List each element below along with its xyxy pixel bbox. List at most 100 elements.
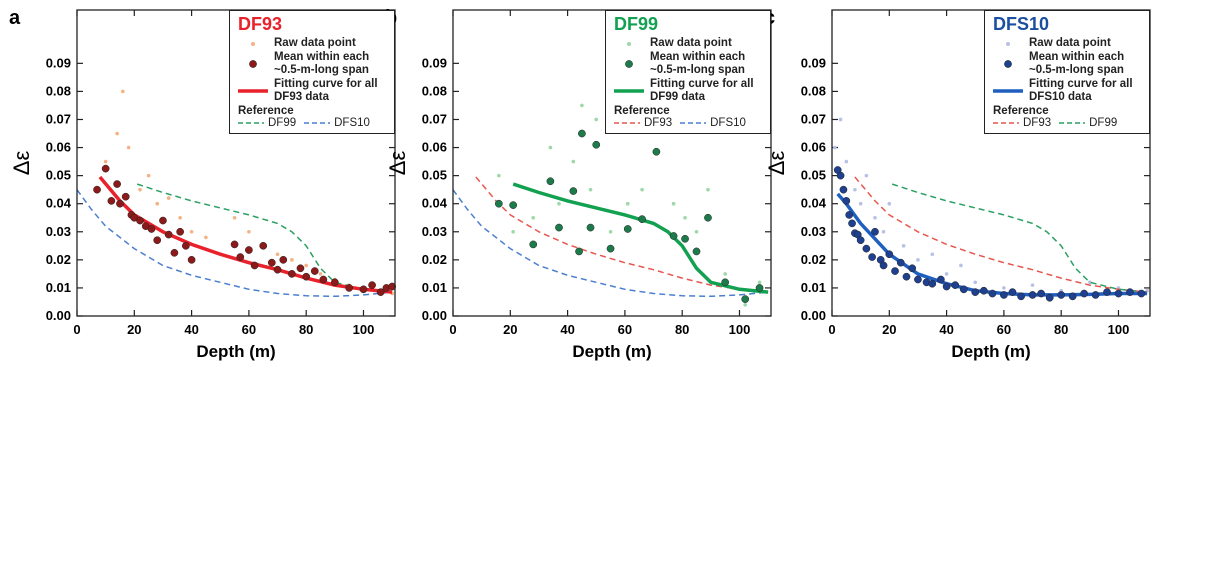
y-tick-label: 0.00: [422, 308, 447, 323]
mean-point: [319, 275, 328, 284]
mean-point: [836, 171, 845, 180]
legend-item: DF99: [1059, 117, 1117, 129]
x-tick-label: 0: [828, 322, 835, 337]
mean-point: [113, 180, 121, 188]
mean-point: [273, 265, 282, 274]
mean-point: [121, 192, 130, 201]
raw-point: [858, 201, 863, 206]
mean-point: [310, 267, 319, 275]
x-tick-label: 60: [242, 322, 256, 337]
raw-point: [531, 215, 536, 220]
x-tick-label: 80: [1054, 322, 1068, 337]
legend-item: DF93: [993, 117, 1051, 129]
mean-point: [296, 264, 305, 273]
mean-point: [862, 244, 871, 253]
legend-refs: DF93 DFS10: [614, 117, 764, 129]
y-tick-label: 0.07: [46, 111, 71, 126]
raw-point: [916, 258, 920, 262]
mean-point: [569, 187, 578, 195]
mean-point: [345, 284, 354, 292]
raw-point: [864, 173, 869, 178]
legend-swatch: [1059, 122, 1086, 124]
legend-item: Raw data point: [238, 37, 388, 50]
legend-swatch: [680, 122, 707, 124]
y-axis-label: Δε: [764, 151, 789, 176]
mean-point: [578, 129, 586, 138]
mean-point: [704, 213, 712, 222]
mean-point: [279, 256, 288, 264]
mean-point: [951, 281, 960, 289]
y-tick-label: 0.04: [46, 196, 72, 211]
raw-point: [671, 201, 676, 206]
mean-point: [1068, 292, 1077, 301]
raw-point: [571, 159, 576, 164]
legend-label: Mean within each ~0.5-m-long span: [274, 51, 370, 76]
mean-point: [230, 240, 239, 249]
mean-point: [721, 278, 730, 287]
raw-point: [930, 252, 935, 257]
legend-swatch: [993, 89, 1023, 93]
raw-point: [189, 229, 194, 234]
raw-point: [881, 229, 886, 234]
x-axis-label: Depth (m): [572, 342, 651, 361]
x-axis-label: Depth (m): [951, 342, 1030, 361]
mean-point: [606, 244, 615, 253]
legend-label: Raw data point: [274, 37, 356, 49]
mean-point: [681, 234, 689, 243]
raw-point: [290, 258, 294, 262]
y-tick-label: 0.04: [801, 196, 827, 211]
legend-item: Mean within each ~0.5-m-long span: [238, 51, 388, 77]
raw-point: [743, 302, 748, 307]
raw-point: [232, 215, 237, 220]
raw-point: [973, 280, 978, 285]
y-tick-label: 0.01: [46, 280, 71, 295]
mean-point: [575, 247, 583, 256]
y-tick-label: 0.02: [801, 252, 826, 267]
raw-point: [146, 173, 151, 178]
raw-point: [757, 280, 762, 285]
mean-point: [376, 288, 385, 296]
x-tick-label: 60: [997, 322, 1011, 337]
mean-point: [259, 241, 268, 250]
y-tick-label: 0.09: [46, 55, 71, 70]
legend-label: Fitting curve for all DF93 data: [274, 78, 378, 103]
fit-curve: [512, 182, 769, 294]
y-tick-label: 0.05: [422, 168, 447, 183]
raw-point: [838, 117, 843, 122]
raw-point: [873, 215, 877, 220]
mean-point: [359, 285, 368, 294]
mean-point: [942, 282, 951, 291]
mean-point: [586, 223, 595, 232]
reference-curve: [76, 189, 393, 298]
y-tick-label: 0.05: [46, 168, 71, 183]
mean-point: [1057, 291, 1066, 299]
y-tick-label: 0.01: [801, 280, 826, 295]
legend-item: DF93: [614, 117, 672, 129]
raw-point: [723, 272, 727, 276]
mean-point: [368, 281, 376, 289]
mean-point: [902, 272, 911, 281]
raw-point: [548, 145, 553, 150]
legend: DF93 Raw data point Mean within each ~0.5-…: [229, 10, 395, 134]
legend-item: DFS10: [304, 117, 370, 129]
legend-label: Fitting curve for all DF99 data: [650, 78, 754, 103]
mean-point: [159, 216, 167, 225]
mean-point: [170, 248, 179, 257]
raw-point: [155, 201, 160, 206]
legend-label: DF93: [1023, 117, 1052, 129]
y-tick-label: 0.09: [801, 55, 826, 70]
reference-curve: [136, 183, 393, 293]
mean-point: [107, 197, 116, 205]
legend-swatch: [304, 122, 331, 124]
y-tick-label: 0.07: [422, 111, 447, 126]
swatch: [249, 60, 257, 68]
legend-swatch: [249, 60, 257, 68]
y-tick-label: 0.00: [801, 308, 826, 323]
legend-label: Raw data point: [650, 37, 732, 49]
mean-point: [1017, 292, 1025, 301]
y-tick-label: 0.06: [422, 140, 447, 155]
swatch: [625, 60, 633, 68]
mean-point: [250, 261, 259, 270]
legend-swatch: [251, 41, 255, 46]
mean-point: [848, 219, 856, 228]
